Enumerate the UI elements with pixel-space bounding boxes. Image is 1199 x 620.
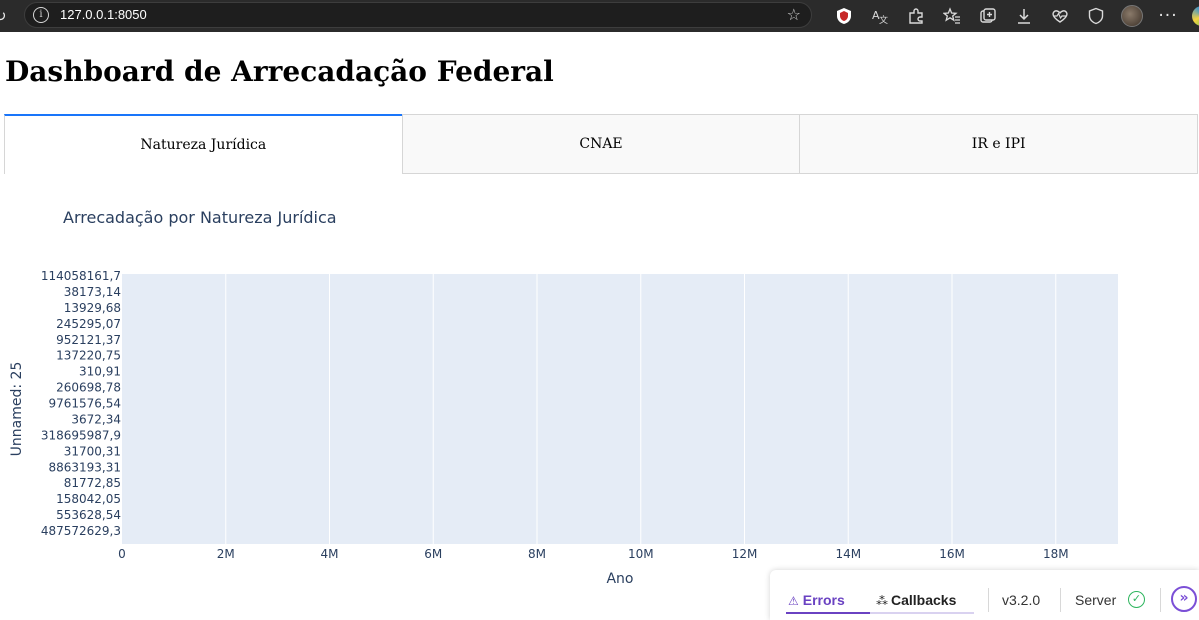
plot-area[interactable]: [122, 274, 1118, 544]
y-tick-label: 318695987,9: [41, 428, 121, 442]
debug-tab-underline: [786, 612, 974, 614]
more-icon[interactable]: ···: [1158, 6, 1178, 26]
svg-text:A: A: [872, 9, 880, 22]
x-tick-label: 8M: [528, 547, 546, 561]
server-status-label: Server: [1075, 592, 1117, 608]
x-tick-label: 14M: [835, 547, 861, 561]
url-text[interactable]: 127.0.0.1:8050: [60, 7, 147, 22]
shield-extension-icon[interactable]: [826, 0, 862, 32]
x-tick-label: 4M: [321, 547, 339, 561]
y-tick-label: 553628,54: [56, 508, 121, 522]
errors-button[interactable]: ⚠ Errors: [788, 592, 845, 608]
x-tick-label: 12M: [732, 547, 758, 561]
y-tick-label: 158042,05: [56, 492, 121, 506]
address-bar[interactable]: i 127.0.0.1:8050 ☆: [24, 2, 812, 28]
reload-icon[interactable]: ↻: [0, 7, 7, 25]
y-tick-label: 9761576,54: [48, 397, 121, 411]
downloads-icon[interactable]: [1006, 0, 1042, 32]
debug-separator: [1160, 588, 1161, 612]
tab-natureza-juridica[interactable]: Natureza Jurídica: [4, 114, 403, 174]
collapse-toggle-icon[interactable]: »: [1171, 586, 1197, 612]
page-title: Dashboard de Arrecadação Federal: [5, 55, 554, 88]
dash-version: v3.2.0: [1002, 592, 1041, 608]
extensions-icon[interactable]: [898, 0, 934, 32]
dash-debug-menu: ⚠ Errors ⁂ Callbacks v3.2.0 Server ✓ »: [770, 570, 1199, 620]
callbacks-button[interactable]: ⁂ Callbacks: [876, 592, 956, 608]
edge-copilot-icon[interactable]: [1192, 6, 1199, 26]
browser-essentials-icon[interactable]: [1078, 0, 1114, 32]
chart-title: Arrecadação por Natureza Jurídica: [63, 208, 337, 227]
server-ok-icon: ✓: [1128, 591, 1145, 608]
y-axis-title: Unnamed: 25: [9, 362, 25, 457]
x-tick-label: 0: [118, 547, 126, 561]
x-tick-label: 16M: [939, 547, 965, 561]
tab-cnae[interactable]: CNAE: [401, 114, 801, 174]
tab-bar: Natureza Jurídica CNAE IR e IPI: [4, 114, 1199, 174]
y-tick-label: 310,91: [79, 365, 121, 379]
y-tick-label: 114058161,7: [41, 269, 121, 283]
collections-icon[interactable]: [970, 0, 1006, 32]
x-tick-label: 6M: [424, 547, 442, 561]
x-axis-title: Ano: [606, 571, 633, 587]
tab-ir-ipi[interactable]: IR e IPI: [799, 114, 1199, 174]
favorite-star-icon[interactable]: ☆: [786, 5, 801, 24]
performance-icon[interactable]: [1042, 0, 1078, 32]
warning-icon: ⚠: [788, 594, 799, 608]
x-tick-label: 18M: [1043, 547, 1069, 561]
favorites-icon[interactable]: [934, 0, 970, 32]
profile-avatar[interactable]: [1114, 0, 1150, 32]
y-tick-label: 137220,75: [56, 349, 121, 363]
y-tick-label: 8863193,31: [48, 460, 121, 474]
y-tick-label: 13929,68: [64, 301, 121, 315]
errors-label: Errors: [802, 592, 845, 608]
y-tick-label: 245295,07: [56, 317, 121, 331]
y-tick-label: 81772,85: [64, 476, 121, 490]
site-info-icon[interactable]: i: [33, 7, 49, 23]
svg-text:文: 文: [879, 14, 888, 25]
debug-separator: [988, 588, 989, 612]
y-tick-label: 487572629,3: [41, 524, 121, 538]
x-tick-label: 2M: [217, 547, 235, 561]
y-tick-label: 38173,14: [64, 285, 121, 299]
callbacks-icon: ⁂: [876, 594, 888, 608]
callbacks-label: Callbacks: [891, 592, 957, 608]
debug-tab-underline-active: [786, 612, 870, 614]
x-tick-label: 10M: [628, 547, 654, 561]
debug-separator: [1060, 588, 1061, 612]
y-tick-label: 3672,34: [71, 412, 121, 426]
y-tick-label: 260698,78: [56, 381, 121, 395]
y-tick-label: 952121,37: [56, 333, 121, 347]
y-tick-label: 31700,31: [64, 444, 121, 458]
